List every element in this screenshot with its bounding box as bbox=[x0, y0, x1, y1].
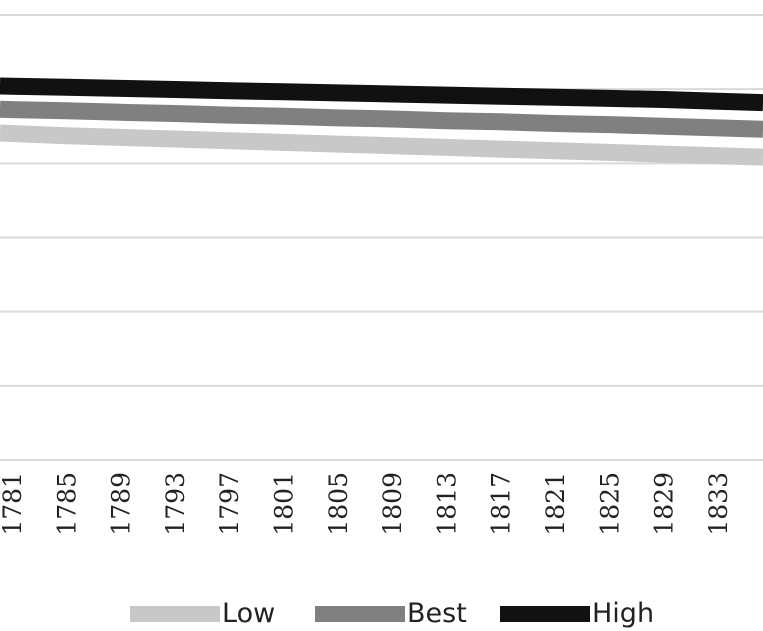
x-tick-label: 1793 bbox=[161, 472, 190, 536]
legend-item-low: Low bbox=[130, 596, 275, 631]
x-tick-label: 1829 bbox=[650, 472, 679, 536]
legend-swatch-best bbox=[315, 605, 405, 622]
x-tick-label: 1797 bbox=[215, 472, 244, 536]
series-lines bbox=[0, 77, 763, 166]
series-line-high bbox=[0, 77, 763, 112]
x-tick-label: 1805 bbox=[324, 472, 353, 536]
legend: Low Best High bbox=[0, 596, 763, 631]
legend-label-low: Low bbox=[222, 598, 276, 629]
x-tick-label: 1825 bbox=[595, 472, 624, 536]
x-axis-tick-labels: 1781 1785 1789 1793 1797 1801 1805 1809 1813 1817… bbox=[0, 472, 733, 536]
legend-label-best: Best bbox=[407, 598, 467, 629]
x-tick-label: 1789 bbox=[107, 472, 136, 536]
legend-item-best: Best bbox=[315, 596, 467, 631]
x-tick-label: 1801 bbox=[270, 472, 299, 536]
x-tick-label: 1817 bbox=[487, 472, 516, 536]
series-line-low bbox=[0, 124, 763, 166]
x-tick-label: 1809 bbox=[378, 472, 407, 536]
x-tick-label: 1785 bbox=[52, 472, 81, 536]
x-tick-label: 1781 bbox=[0, 472, 27, 536]
legend-label-high: High bbox=[592, 598, 655, 629]
legend-item-high: High bbox=[500, 596, 654, 631]
legend-swatch-low bbox=[130, 605, 220, 622]
legend-swatch-high bbox=[500, 605, 590, 622]
x-tick-label: 1813 bbox=[432, 472, 461, 536]
series-line-best bbox=[0, 100, 763, 138]
x-tick-label: 1833 bbox=[704, 472, 733, 536]
x-tick-label: 1821 bbox=[541, 472, 570, 536]
